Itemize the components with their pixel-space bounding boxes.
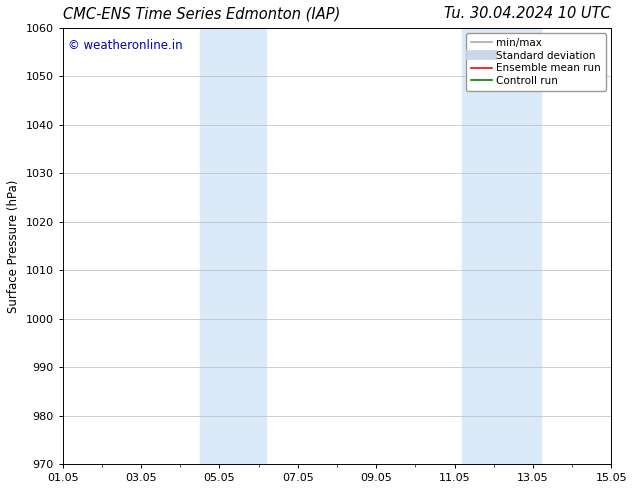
Bar [200, 27, 266, 464]
Legend: min/max, Standard deviation, Ensemble mean run, Controll run: min/max, Standard deviation, Ensemble me… [466, 33, 606, 91]
Bar [462, 27, 541, 464]
Y-axis label: Surface Pressure (hPa): Surface Pressure (hPa) [7, 179, 20, 313]
Text: CMC-ENS Time Series Edmonton (IAP): CMC-ENS Time Series Edmonton (IAP) [63, 6, 340, 21]
Text: Tu. 30.04.2024 10 UTC: Tu. 30.04.2024 10 UTC [444, 6, 611, 21]
Text: © weatheronline.in: © weatheronline.in [68, 39, 183, 51]
